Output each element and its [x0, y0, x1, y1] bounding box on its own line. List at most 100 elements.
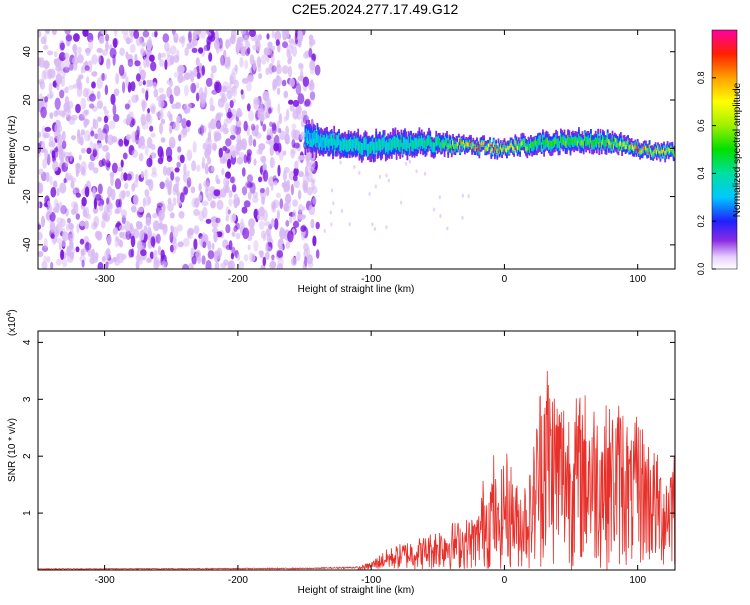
noise-cell	[113, 30, 118, 37]
signal-cell	[564, 140, 567, 146]
noise-cell	[169, 113, 173, 122]
noise-cell	[198, 62, 203, 72]
noise-cell	[147, 226, 152, 238]
noise-cell	[202, 241, 207, 249]
signal-cell	[347, 143, 350, 150]
signal-cell	[329, 135, 332, 142]
signal-cell	[636, 141, 639, 149]
noise-cell	[226, 111, 233, 119]
signal-cell	[470, 139, 472, 144]
signal-cell	[546, 137, 549, 143]
noise-cell	[294, 160, 299, 170]
signal-cell	[315, 140, 318, 148]
noise-cell	[220, 54, 226, 66]
noise-cell	[301, 114, 307, 121]
signal-cell	[362, 144, 364, 151]
noise-cell	[225, 206, 230, 218]
noise-cell	[66, 245, 72, 257]
snr-panel: -300 -200 -100 0 100 1 2 3 4 Height of straight…	[6, 309, 676, 596]
signal-cell	[342, 141, 345, 148]
noise-cell	[53, 58, 58, 64]
noise-cell	[213, 81, 219, 91]
noise-cell	[193, 238, 198, 250]
signal-cell	[348, 140, 351, 146]
signal-cell	[661, 150, 664, 158]
noise-cell	[303, 249, 308, 261]
signal-cell	[354, 143, 357, 150]
noise-cell	[176, 115, 181, 123]
x-tick-label: 0	[502, 274, 508, 285]
signal-cell	[437, 137, 440, 143]
noise-cell	[160, 249, 165, 260]
noise-cell	[195, 164, 201, 172]
noise-cell	[236, 197, 240, 206]
noise-cell	[53, 147, 58, 153]
noise-cell	[216, 199, 224, 210]
signal-cell	[494, 147, 496, 152]
noise-cell	[290, 183, 294, 196]
signal-cell	[453, 144, 455, 149]
signal-cell	[660, 149, 663, 153]
noise-cell	[287, 230, 294, 243]
noise-cell	[223, 177, 230, 188]
signal-cell	[609, 140, 611, 146]
noise-cell	[235, 145, 240, 155]
noise-cell	[191, 160, 197, 172]
signal-cell	[312, 131, 315, 139]
noise-cell	[246, 155, 251, 162]
noise-cell	[222, 157, 228, 164]
noise-cell	[114, 208, 120, 215]
noise-cell	[70, 180, 75, 189]
noise-cell	[276, 45, 281, 53]
signal-cell	[477, 148, 479, 152]
noise-cell	[204, 180, 210, 192]
noise-cell	[147, 108, 151, 114]
signal-cell	[621, 145, 623, 150]
noise-cell	[130, 81, 136, 92]
signal-cell	[630, 143, 633, 148]
x-tick-label: 100	[629, 575, 646, 586]
noise-cell	[293, 179, 300, 189]
noise-cell	[183, 163, 187, 175]
noise-cell	[78, 154, 82, 161]
signal-cell	[464, 144, 466, 149]
noise-cell	[103, 115, 109, 124]
snr-scale-label: (x104)	[6, 309, 18, 336]
noise-cell	[303, 184, 308, 194]
noise-cell	[187, 227, 195, 236]
noise-cell	[63, 178, 67, 184]
noise-cell	[141, 99, 146, 106]
noise-cell	[246, 149, 252, 157]
noise-cell	[61, 258, 68, 268]
signal-cell	[486, 143, 489, 151]
noise-cell	[225, 224, 231, 234]
noise-cell	[125, 37, 132, 45]
signal-cell	[596, 139, 598, 144]
noise-cell	[116, 220, 121, 227]
signal-cell	[416, 140, 418, 147]
colorbar-tick-label: 0.0	[696, 263, 706, 276]
noise-cell	[155, 260, 162, 267]
noise-cell	[68, 233, 73, 241]
noise-cell	[252, 44, 259, 51]
noise-cell	[230, 124, 237, 136]
noise-cell	[255, 124, 259, 131]
noise-cell	[461, 193, 465, 198]
signal-cell	[316, 130, 319, 138]
noise-cell	[310, 218, 315, 229]
noise-cell	[105, 41, 109, 52]
noise-cell	[284, 199, 291, 212]
signal-cell	[508, 146, 511, 150]
signal-cell	[527, 144, 530, 150]
signal-cell	[420, 138, 423, 145]
noise-cell	[121, 30, 129, 35]
noise-cell	[243, 120, 248, 132]
snr-y-label: SNR (10 * v/v)	[7, 418, 18, 482]
noise-cell	[91, 71, 98, 77]
noise-cell	[266, 135, 272, 141]
signal-cell	[537, 139, 539, 145]
noise-cell	[227, 261, 233, 269]
noise-cell	[205, 218, 212, 224]
signal-cell	[586, 141, 589, 146]
noise-cell	[149, 251, 154, 260]
